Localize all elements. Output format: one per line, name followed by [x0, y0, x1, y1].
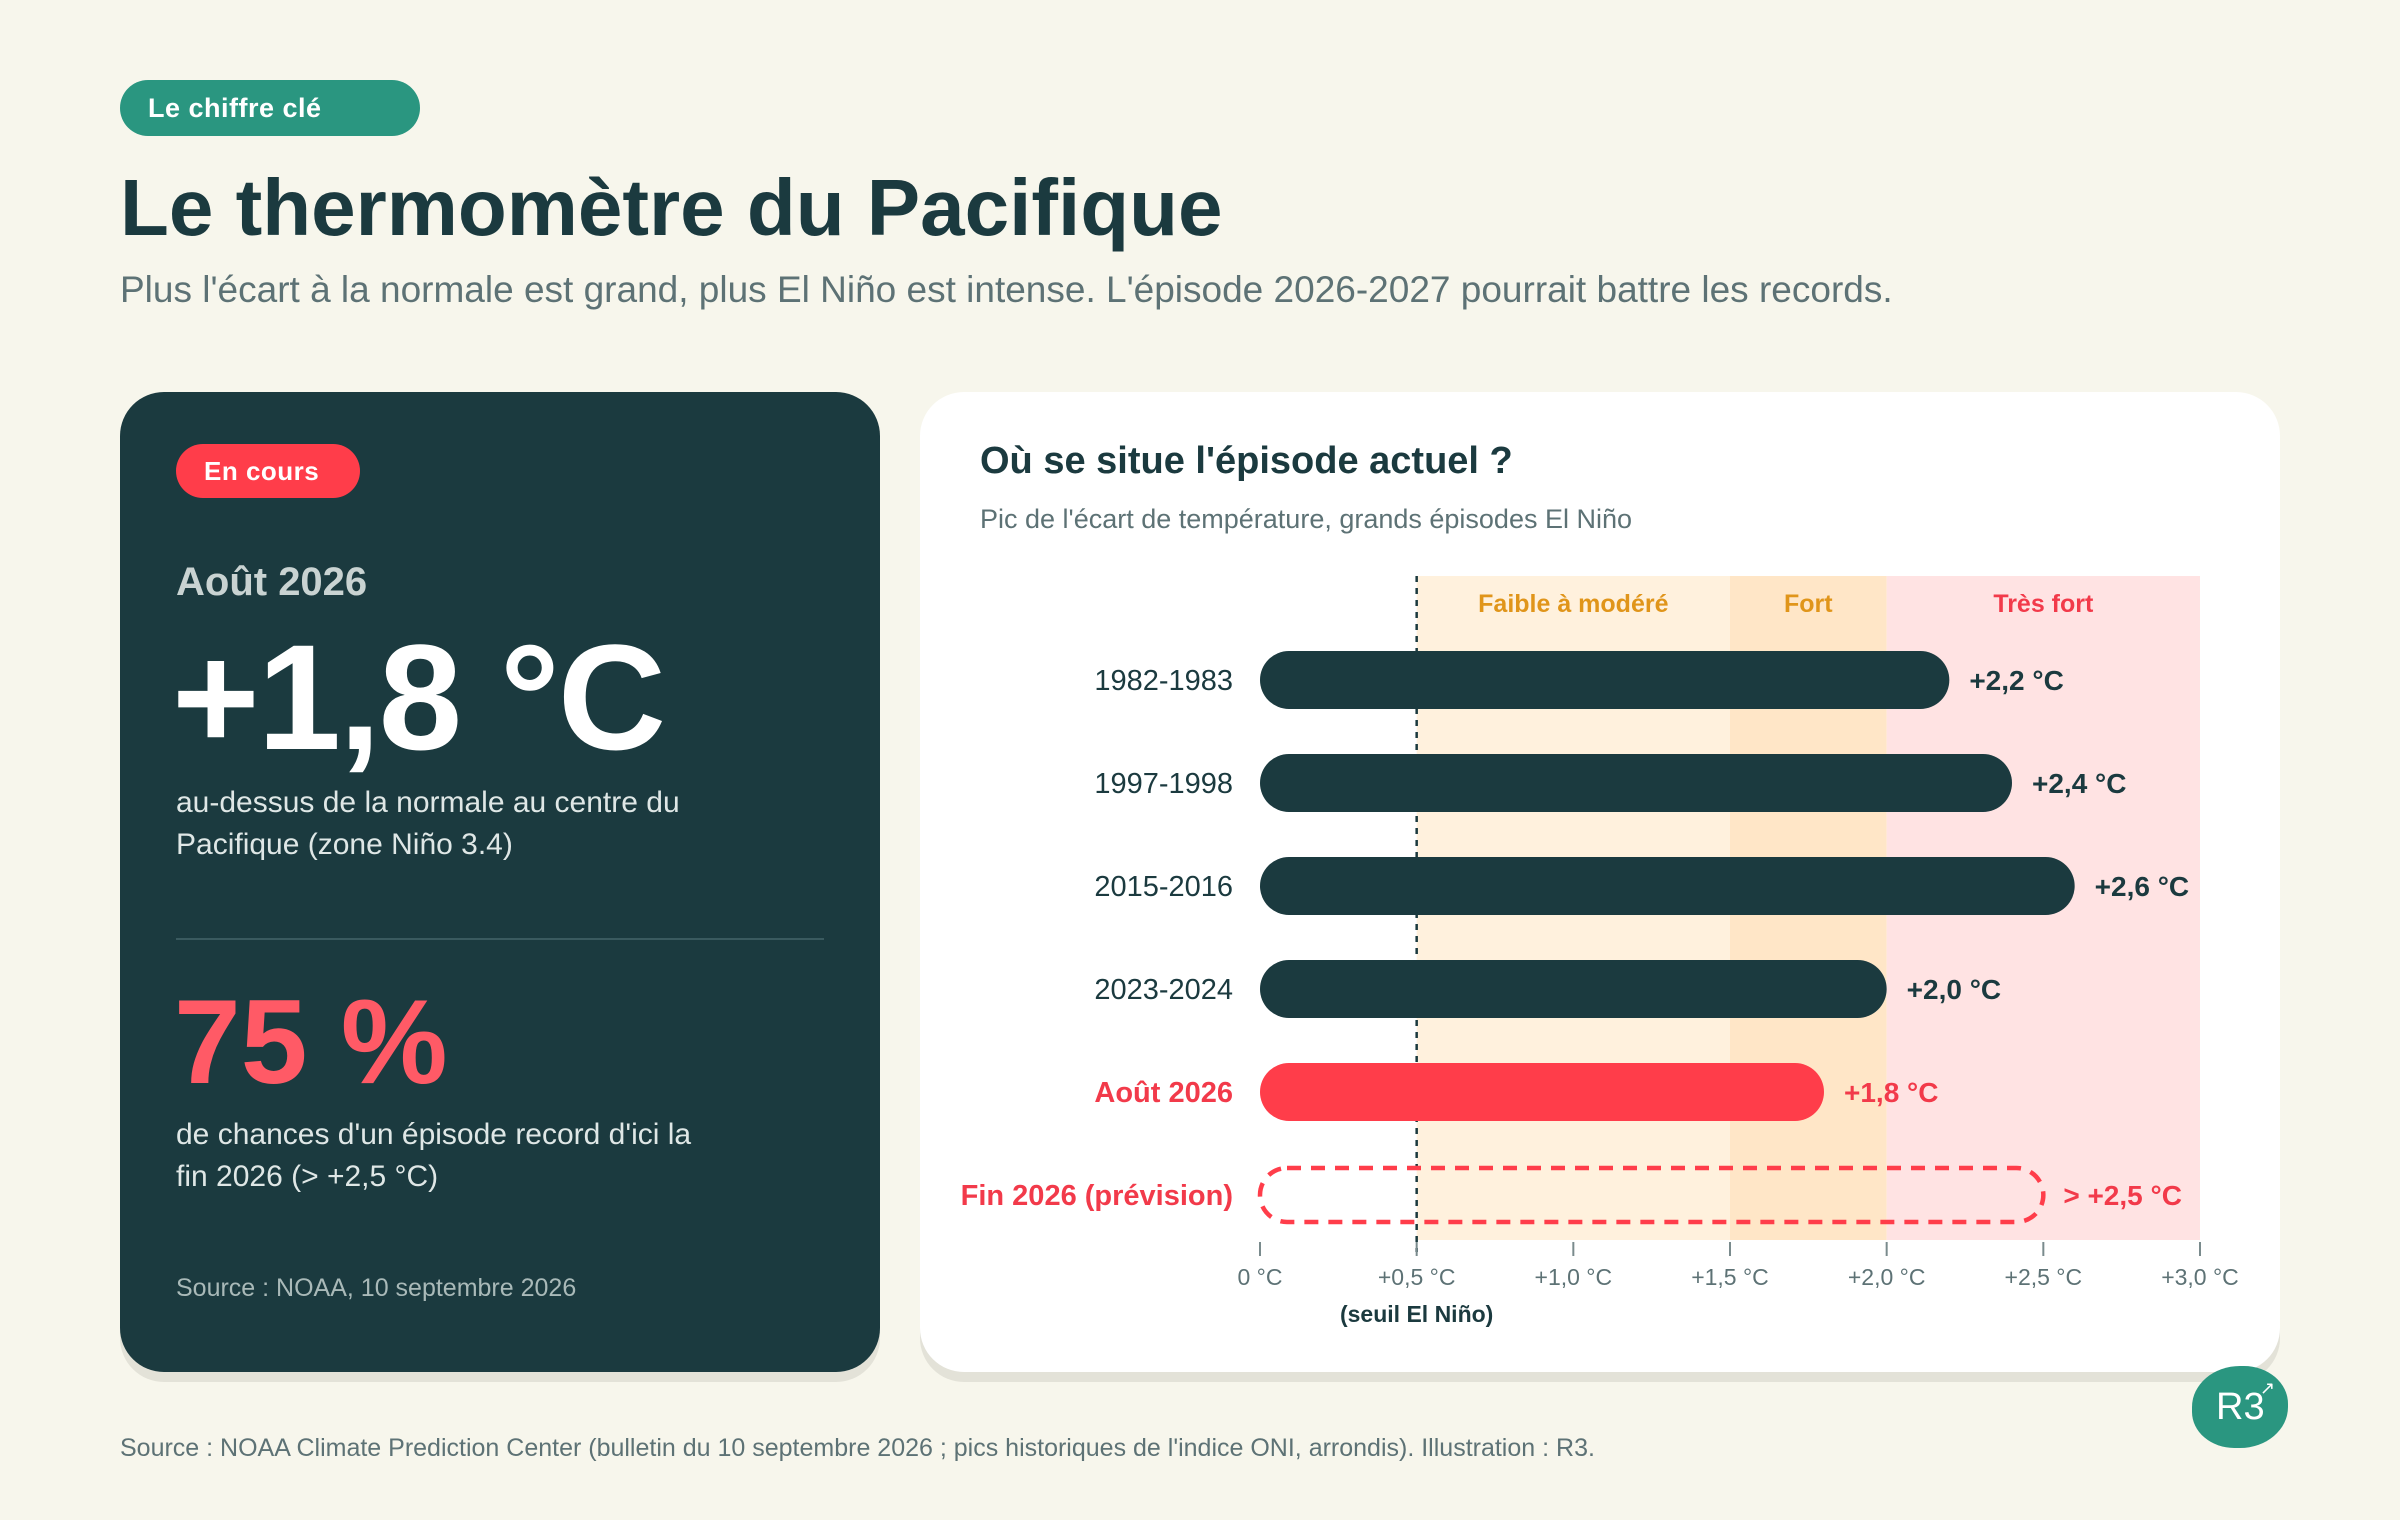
- page-title: Le thermomètre du Pacifique: [120, 163, 1223, 252]
- kpi-probability: 75 %: [174, 975, 448, 1109]
- zone-label-2: Très fort: [1993, 590, 2094, 618]
- bar-0: [1260, 651, 1950, 709]
- threshold-label: (seuil El Niño): [1340, 1301, 1493, 1327]
- chart-card: Où se situe l'épisode actuel ? Pic de l'…: [920, 392, 2280, 1372]
- footer-source: Source : NOAA Climate Prediction Center …: [120, 1434, 1595, 1462]
- zone-label-0: Faible à modéré: [1478, 590, 1668, 618]
- bar-3: [1260, 960, 1887, 1018]
- r3-logo: R3 ↗: [2192, 1366, 2288, 1448]
- category-label-0: 1982-1983: [1094, 665, 1233, 697]
- x-tick-label-3: +1,5 °C: [1691, 1264, 1769, 1290]
- data-label-2: +2,6 °C: [2095, 871, 2189, 902]
- chart-subtitle: Pic de l'écart de température, grands ép…: [980, 504, 1633, 534]
- category-label-5: Fin 2026 (prévision): [961, 1180, 1233, 1212]
- data-label-3: +2,0 °C: [1907, 974, 2001, 1005]
- x-tick-label-4: +2,0 °C: [1848, 1264, 1926, 1290]
- x-tick-label-2: +1,0 °C: [1535, 1264, 1613, 1290]
- kpi-probability-description: de chances d'un épisode record d'ici la …: [176, 1118, 692, 1193]
- status-badge: En cours: [176, 444, 360, 498]
- bar-chart: Faible à modéré Fort Très fort 0 °C +0,5 °C +…: [961, 576, 2239, 1327]
- section-tag: Le chiffre clé: [120, 80, 420, 136]
- bar-5: [1257, 1165, 2046, 1225]
- category-label-1: 1997-1998: [1094, 768, 1233, 800]
- x-tick-label-5: +2,5 °C: [2005, 1264, 2083, 1290]
- data-label-1: +2,4 °C: [2032, 768, 2126, 799]
- logo-arrow-icon: ↗: [2260, 1378, 2276, 1398]
- chart-title: Où se situe l'épisode actuel ?: [980, 440, 1513, 482]
- category-label-2: 2015-2016: [1094, 871, 1233, 903]
- kpi-source: Source : NOAA, 10 septembre 2026: [176, 1274, 577, 1302]
- page-subtitle: Plus l'écart à la normale est grand, plu…: [120, 269, 1893, 310]
- zone-label-1: Fort: [1784, 590, 1833, 618]
- data-label-5: > +2,5 °C: [2063, 1180, 2182, 1211]
- x-tick-label-0: 0 °C: [1238, 1264, 1283, 1290]
- bar-4: [1260, 1063, 1824, 1121]
- data-label-0: +2,2 °C: [1969, 665, 2063, 696]
- kpi-card: En cours Août 2026 +1,8 °C au-dessus de …: [120, 392, 880, 1372]
- kpi-value: +1,8 °C: [172, 613, 666, 781]
- bar-1: [1260, 754, 2012, 812]
- x-tick-label-6: +3,0 °C: [2161, 1264, 2239, 1290]
- kpi-date: Août 2026: [176, 560, 368, 604]
- category-label-3: 2023-2024: [1094, 974, 1233, 1006]
- bar-2: [1260, 857, 2075, 915]
- category-label-4: Août 2026: [1094, 1077, 1233, 1109]
- data-label-4: +1,8 °C: [1844, 1077, 1938, 1108]
- kpi-divider: [176, 938, 824, 940]
- logo-text: R3: [2216, 1386, 2265, 1428]
- kpi-description: au-dessus de la normale au centre du Pac…: [176, 786, 680, 861]
- x-tick-label-1: +0,5 °C: [1378, 1264, 1456, 1290]
